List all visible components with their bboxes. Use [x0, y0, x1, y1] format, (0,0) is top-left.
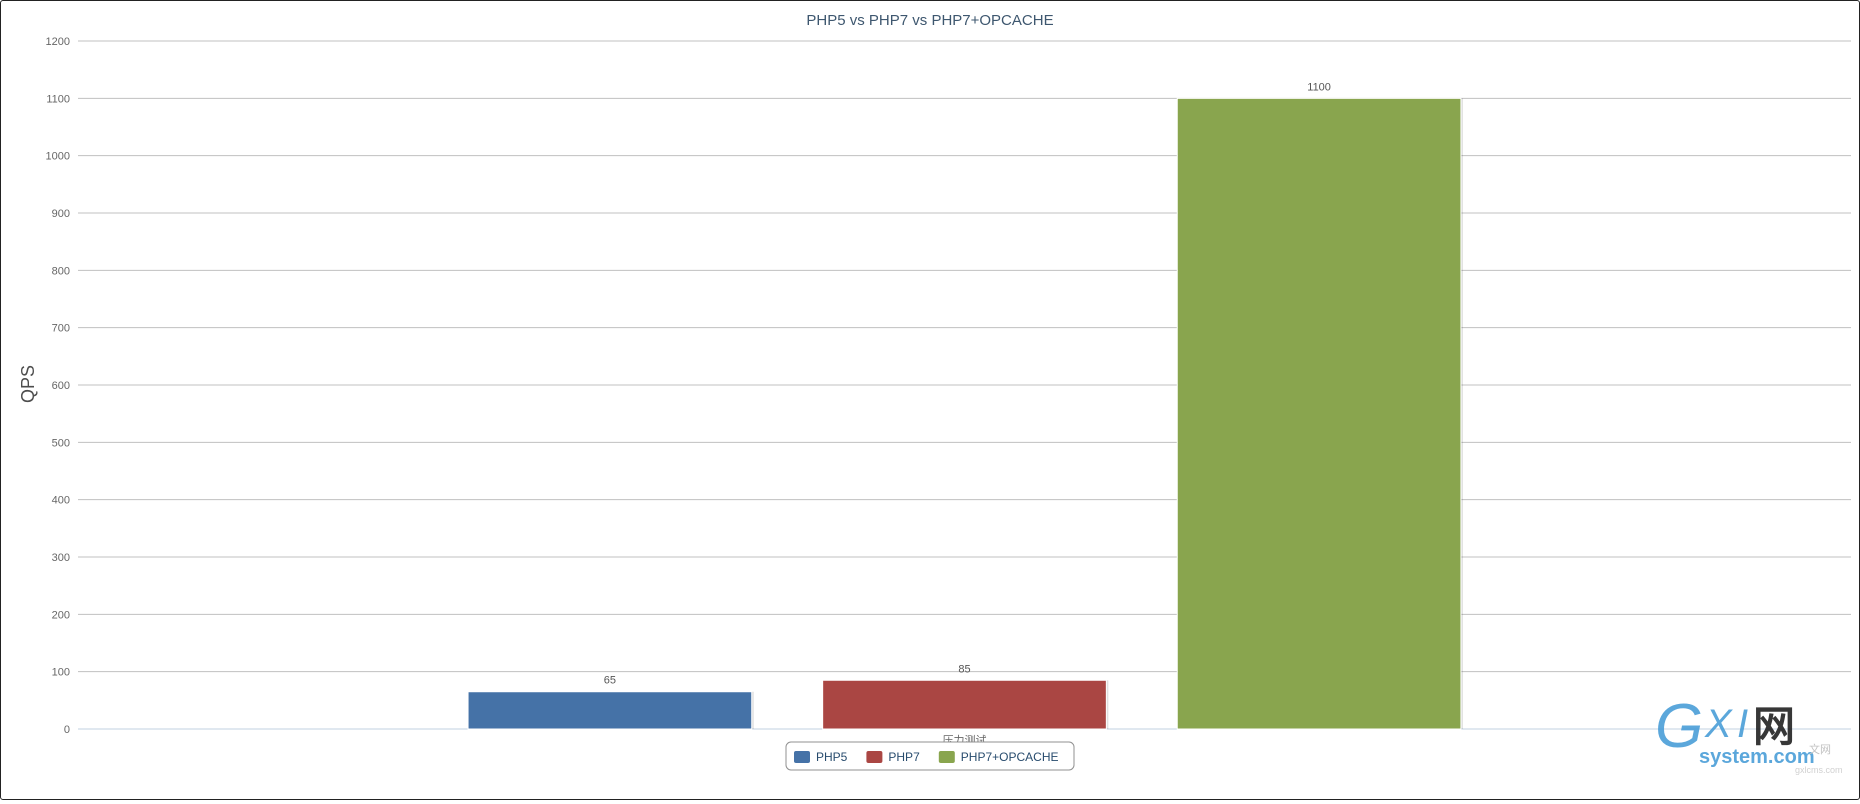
- y-tick-label: 700: [52, 323, 70, 335]
- y-tick-label: 400: [52, 495, 70, 507]
- y-tick-label: 100: [52, 667, 70, 679]
- svg-text:gxlcms.com: gxlcms.com: [1795, 765, 1843, 775]
- y-tick-label: 1000: [46, 151, 70, 163]
- bar-php7[interactable]: [822, 679, 1107, 730]
- legend[interactable]: PHP5 PHP7 PHP7+OPCACHE: [785, 741, 1075, 771]
- y-axis-ticks: 0 100 200 300 400 500 600 700 800 900 1000 1100 1200: [46, 36, 70, 736]
- bars: [467, 97, 1463, 730]
- svg-text:G: G: [1655, 692, 1703, 761]
- y-tick-label: 0: [64, 724, 70, 736]
- bar-php7-opcache[interactable]: [1176, 97, 1462, 730]
- svg-text:X: X: [1704, 702, 1733, 746]
- data-label: 1100: [1307, 81, 1331, 93]
- legend-swatch[interactable]: [938, 751, 955, 763]
- svg-text:文网: 文网: [1809, 742, 1831, 756]
- site-watermark-logo: G X I 网 system.com 文网 gxlcms.com: [1655, 692, 1843, 775]
- y-tick-label: 1200: [46, 36, 70, 48]
- data-label: 85: [958, 663, 970, 675]
- grid-lines: [78, 40, 1851, 730]
- svg-text:I: I: [1737, 702, 1748, 746]
- y-axis-label: QPS: [18, 365, 38, 403]
- y-tick-label: 200: [52, 609, 70, 621]
- y-tick-label: 300: [52, 552, 70, 564]
- data-labels: 65 85 1100: [604, 81, 1331, 686]
- legend-swatch[interactable]: [794, 751, 810, 763]
- legend-item-label[interactable]: PHP7: [888, 750, 920, 764]
- y-tick-label: 500: [52, 437, 70, 449]
- svg-text:网: 网: [1753, 703, 1795, 750]
- y-tick-label: 900: [52, 208, 70, 220]
- legend-swatch[interactable]: [866, 751, 883, 763]
- chart-title: PHP5 vs PHP7 vs PHP7+OPCACHE: [806, 12, 1053, 29]
- y-tick-label: 800: [52, 265, 70, 277]
- data-label: 65: [604, 675, 616, 687]
- svg-text:system.com: system.com: [1699, 746, 1815, 768]
- bar-php5[interactable]: [467, 691, 753, 730]
- legend-item-label[interactable]: PHP5: [816, 750, 848, 764]
- y-tick-label: 1100: [46, 93, 70, 105]
- legend-item-label[interactable]: PHP7+OPCACHE: [961, 750, 1059, 764]
- y-tick-label: 600: [52, 380, 70, 392]
- legend-box: [785, 741, 1075, 771]
